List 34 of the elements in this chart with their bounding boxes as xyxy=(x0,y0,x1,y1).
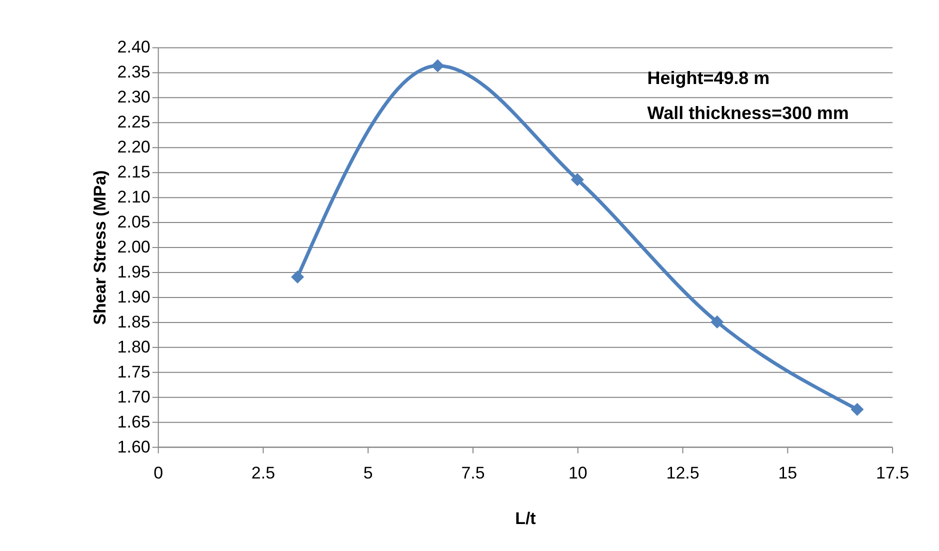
y-tick-label: 1.70 xyxy=(117,387,150,406)
y-tick-label: 1.60 xyxy=(117,437,150,456)
y-tick-label: 2.00 xyxy=(117,238,150,257)
point xyxy=(291,270,304,284)
y-tick-label: 2.10 xyxy=(117,188,150,207)
x-tick-label: 17.5 xyxy=(876,463,910,482)
annotation: Wall thickness=300 mm xyxy=(647,103,849,124)
x-tick-label: 7.5 xyxy=(461,463,485,482)
annotation: Height=49.8 m xyxy=(647,68,770,88)
point xyxy=(850,402,864,416)
y-tick-label: 2.25 xyxy=(117,112,150,132)
point xyxy=(570,173,584,186)
y-axis-title: Shear Stress (MPa) xyxy=(90,170,110,325)
y-tick-label: 1.65 xyxy=(117,412,150,432)
x-tick-label: 15 xyxy=(778,463,798,482)
x-axis-title: L/t xyxy=(515,509,536,528)
y-tick-label: 2.05 xyxy=(117,212,150,232)
y-tick-label: 2.20 xyxy=(117,138,150,157)
point xyxy=(431,59,444,72)
x-tick-label: 12.5 xyxy=(666,463,700,482)
y-tick-label: 2.15 xyxy=(117,162,150,182)
y-tick-label: 1.90 xyxy=(117,287,150,306)
x-tick-label: 10 xyxy=(568,463,588,482)
y-tick-label: 1.80 xyxy=(117,337,150,356)
y-tick-label: 1.85 xyxy=(117,312,150,332)
y-tick-label: 1.75 xyxy=(117,362,150,382)
y-tick-label: 2.40 xyxy=(117,38,150,57)
x-tick-label: 5 xyxy=(363,463,373,482)
y-tick-label: 1.95 xyxy=(117,262,150,282)
x-tick-label: 0 xyxy=(154,463,164,482)
y-tick-label: 2.35 xyxy=(117,62,150,82)
point xyxy=(710,315,724,328)
x-tick-label: 2.5 xyxy=(251,463,276,482)
y-tick-label: 2.30 xyxy=(117,88,150,107)
